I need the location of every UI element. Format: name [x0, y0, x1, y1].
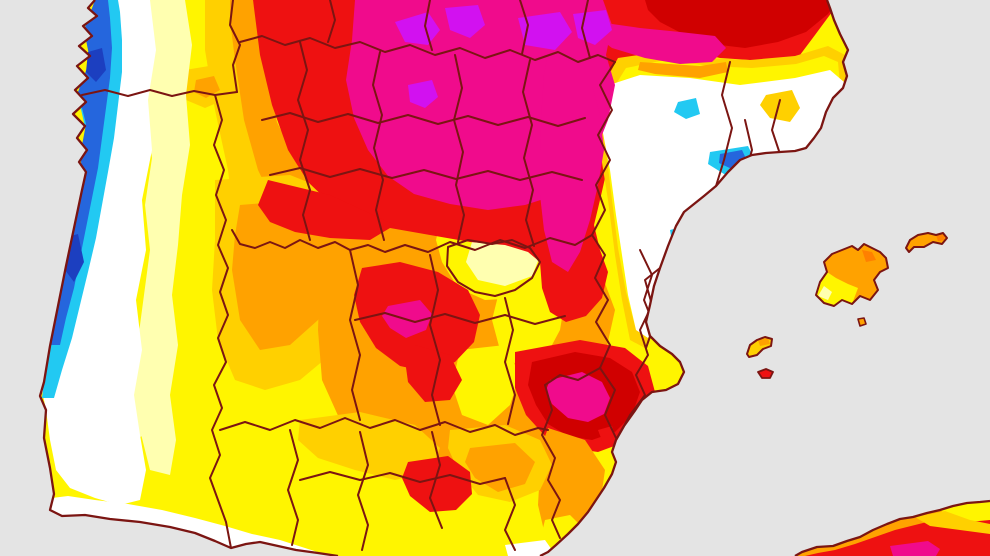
- border-cantabrian: [239, 35, 616, 63]
- border-stub-basque: [519, 0, 529, 55]
- menorca: [906, 233, 947, 252]
- red-la-mancha-south: [405, 345, 462, 402]
- border-clm-east: [591, 234, 611, 369]
- cabrera-outline: [857, 317, 867, 327]
- border-clm-v1: [349, 249, 361, 421]
- border-cyl-h1: [261, 112, 586, 127]
- cyan-fleck-ebro: [674, 98, 700, 119]
- border-cyl-v4: [522, 59, 535, 247]
- magenta-teruel-tongue: [540, 55, 604, 272]
- border-cyl-v3: [453, 54, 465, 243]
- border-clm-v3: [504, 297, 516, 425]
- yellow-clm-south-patch: [452, 345, 520, 425]
- border-catalonia-west: [715, 61, 733, 187]
- pale-west-band: [138, 0, 192, 475]
- ibiza-orange-fleck: [758, 338, 770, 346]
- border-cyl-v2: [372, 51, 385, 241]
- balearic-islands: [746, 232, 948, 379]
- north-africa: [794, 499, 990, 556]
- border-murcia-south: [541, 384, 561, 539]
- purple-hotspot-4: [573, 10, 612, 45]
- mallorca-hot-fleck: [862, 250, 876, 262]
- border-cyl-v1: [297, 41, 311, 241]
- orange-andalusia-east: [465, 443, 535, 492]
- africa-gold-strip: [915, 511, 990, 534]
- border-andalusia-h: [299, 471, 506, 485]
- border-clm-v2: [429, 254, 441, 426]
- border-stub-cantabria: [424, 0, 433, 51]
- africa-coastline: [794, 499, 990, 556]
- magenta-top-east-band: [596, 22, 726, 64]
- magenta-southeast-core: [546, 372, 610, 422]
- gold-guadalquivir: [298, 412, 440, 480]
- border-stub-navarra: [581, 0, 591, 59]
- border-andalusia-v3: [429, 431, 443, 529]
- white-malaga-fleck: [505, 540, 552, 556]
- province-borders: [81, 0, 783, 551]
- purple-hotspot-5: [408, 80, 438, 108]
- border-murcia-north: [544, 367, 601, 386]
- border-portugal-spain: [209, 94, 232, 549]
- red-granada-blob: [402, 456, 472, 512]
- peninsula-coastline: [38, 0, 850, 556]
- red-coast-fleck-se: [598, 426, 616, 446]
- border-galicia-east: [229, 0, 241, 93]
- white-south-coast-band: [50, 496, 338, 556]
- border-cyl-south: [231, 229, 593, 253]
- purple-hotspot-2: [445, 5, 485, 38]
- blue-coast-ribbon: [50, 0, 112, 345]
- border-cyl-east: [591, 61, 616, 236]
- border-clm-h: [354, 312, 566, 325]
- purple-hotspot-3: [518, 12, 572, 50]
- formentera-outline: [757, 368, 774, 379]
- mallorca-pale-sliver: [818, 286, 832, 300]
- border-stub-asturias: [327, 0, 336, 43]
- border-andalusia-v1: [287, 429, 299, 546]
- border-madrid: [446, 239, 541, 297]
- menorca-hot-fleck: [936, 234, 945, 241]
- africa-magenta-spot: [890, 541, 940, 556]
- border-murcia-east: [599, 367, 617, 439]
- orange-west-strip: [230, 0, 318, 215]
- border-andalusia-north: [219, 417, 549, 436]
- border-cyl-h2: [269, 167, 583, 181]
- menorca-outline: [905, 232, 948, 253]
- gold-fleck-catalonia: [760, 90, 800, 122]
- orange-strip-below-magenta: [638, 62, 728, 78]
- border-galicia-south: [81, 89, 238, 97]
- border-andalusia-v4: [504, 477, 516, 551]
- ibiza-outline: [746, 336, 773, 358]
- white-west-band: [42, 0, 156, 505]
- border-andalusia-v2: [357, 431, 369, 551]
- mallorca-outline: [815, 243, 889, 307]
- red-southwest-arm: [258, 180, 395, 240]
